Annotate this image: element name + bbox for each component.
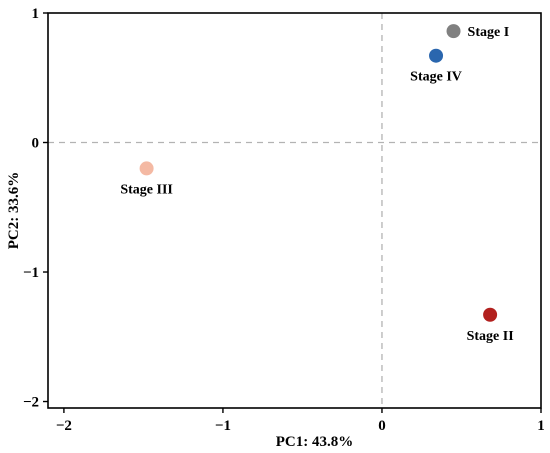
data-point — [139, 161, 154, 176]
x-tick-label: −1 — [215, 418, 231, 434]
x-axis-label: PC1: 43.8% — [276, 434, 354, 450]
y-axis-label: PC2: 33.6% — [6, 172, 22, 250]
point-label: Stage II — [467, 329, 514, 344]
y-tick-label: 0 — [32, 136, 40, 152]
y-tick-label: −2 — [23, 395, 39, 411]
point-label: Stage IV — [410, 70, 462, 85]
data-point — [446, 24, 461, 39]
y-tick-label: −1 — [23, 265, 39, 281]
x-tick-label: −2 — [56, 418, 72, 434]
y-axis-ticks: −2 −1 0 1 — [23, 6, 48, 411]
x-axis-ticks: −2 −1 0 1 — [56, 408, 545, 434]
data-points: Stage I Stage IV Stage III Stage II — [120, 24, 514, 344]
plot-frame — [47, 12, 542, 409]
y-tick-label: 1 — [32, 6, 40, 22]
x-tick-label: 0 — [378, 418, 386, 434]
data-point — [483, 307, 498, 322]
point-label: Stage III — [120, 182, 173, 197]
data-point — [429, 48, 444, 63]
x-tick-label: 1 — [537, 418, 545, 434]
point-label: Stage I — [468, 25, 510, 40]
zero-reference-lines — [48, 13, 541, 408]
